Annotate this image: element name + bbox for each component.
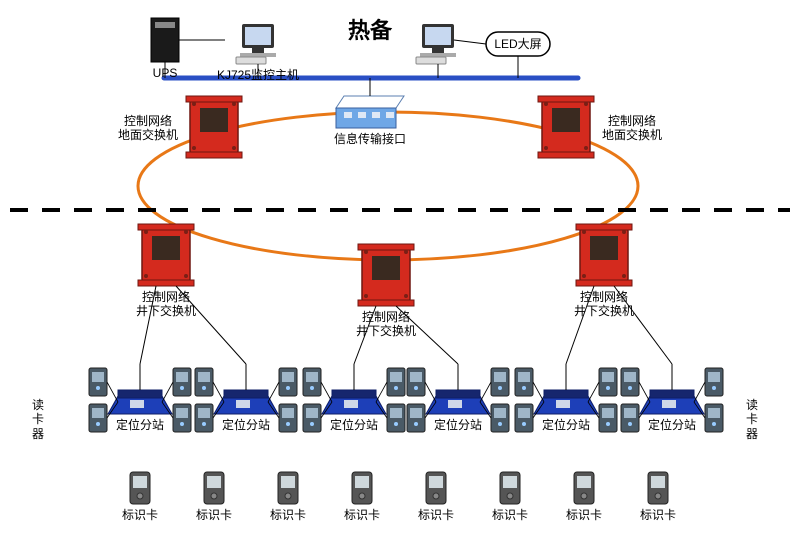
ground-switch-label-0: 控制网络 地面交换机 — [118, 114, 178, 143]
under-switch-2 — [576, 224, 632, 286]
tag-4 — [426, 472, 446, 504]
info-port-icon — [336, 96, 404, 128]
reader-5-3 — [705, 404, 723, 432]
tag-5 — [500, 472, 520, 504]
ground-switch-1 — [538, 96, 594, 158]
reader-5-2 — [621, 404, 639, 432]
reader-4-3 — [599, 404, 617, 432]
tag-label-2: 标识卡 — [270, 508, 306, 522]
reader-5-1 — [705, 368, 723, 396]
led-label: LED大屏 — [494, 37, 541, 51]
reader-1-1 — [279, 368, 297, 396]
reader-2-3 — [387, 404, 405, 432]
station-label-5: 定位分站 — [648, 418, 696, 432]
under-switch-label-2: 控制网络 井下交换机 — [574, 290, 634, 319]
reader-3-1 — [491, 368, 509, 396]
pc-right-icon — [416, 24, 456, 78]
ground-switch-0 — [186, 96, 242, 158]
tag-label-7: 标识卡 — [640, 508, 676, 522]
reader-0-3 — [173, 404, 191, 432]
reader-5-0 — [621, 368, 639, 396]
reader-2-0 — [303, 368, 321, 396]
reader-1-0 — [195, 368, 213, 396]
under-switch-0 — [138, 224, 194, 286]
reader-3-0 — [407, 368, 425, 396]
tag-label-4: 标识卡 — [418, 508, 454, 522]
station-label-2: 定位分站 — [330, 418, 378, 432]
reader-1-2 — [195, 404, 213, 432]
reader-0-0 — [89, 368, 107, 396]
station-label-0: 定位分站 — [116, 418, 164, 432]
tag-label-1: 标识卡 — [196, 508, 232, 522]
reader-2-2 — [303, 404, 321, 432]
reader-4-1 — [599, 368, 617, 396]
station-label-3: 定位分站 — [434, 418, 482, 432]
info-port-label: 信息传输接口 — [334, 132, 406, 146]
station-label-4: 定位分站 — [542, 418, 590, 432]
reader-3-2 — [407, 404, 425, 432]
tag-7 — [648, 472, 668, 504]
tag-1 — [204, 472, 224, 504]
pc-left-label: KJ725监控主机 — [217, 68, 299, 82]
tag-6 — [574, 472, 594, 504]
station-label-1: 定位分站 — [222, 418, 270, 432]
tag-0 — [130, 472, 150, 504]
under-switch-label-1: 控制网络 井下交换机 — [356, 310, 416, 339]
reader-0-2 — [89, 404, 107, 432]
reader-4-0 — [515, 368, 533, 396]
reader-3-3 — [491, 404, 509, 432]
reader-4-2 — [515, 404, 533, 432]
tag-label-6: 标识卡 — [566, 508, 602, 522]
reader-0-1 — [173, 368, 191, 396]
reader-label-right: 读 卡 器 — [746, 398, 758, 441]
tag-2 — [278, 472, 298, 504]
tag-label-0: 标识卡 — [122, 508, 158, 522]
tag-3 — [352, 472, 372, 504]
reader-1-3 — [279, 404, 297, 432]
ground-switch-label-1: 控制网络 地面交换机 — [602, 114, 662, 143]
under-switch-1 — [358, 244, 414, 306]
under-switch-label-0: 控制网络 井下交换机 — [136, 290, 196, 319]
reader-label-left: 读 卡 器 — [32, 398, 44, 441]
reader-2-1 — [387, 368, 405, 396]
tag-label-5: 标识卡 — [492, 508, 528, 522]
title: 热备 — [348, 18, 392, 44]
tag-label-3: 标识卡 — [344, 508, 380, 522]
ups-label: UPS — [153, 66, 178, 80]
